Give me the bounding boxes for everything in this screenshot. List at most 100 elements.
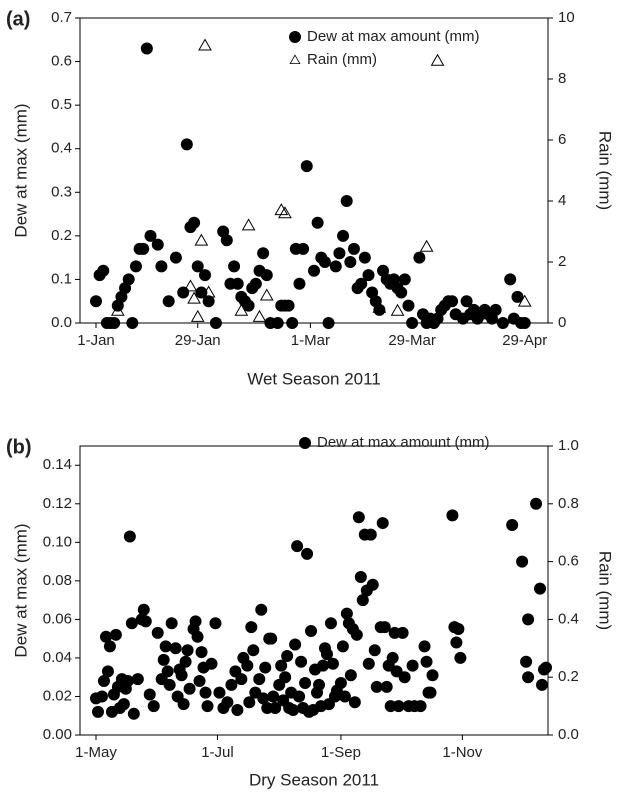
x-tick-label: 29-Mar bbox=[388, 332, 436, 349]
rain-point bbox=[259, 288, 274, 301]
dew-point bbox=[358, 251, 371, 264]
dew-point bbox=[300, 160, 313, 173]
dew-point bbox=[209, 317, 222, 329]
dew-point bbox=[165, 617, 178, 630]
y-tick-label: 0.0 bbox=[51, 314, 72, 331]
dew-point bbox=[282, 299, 295, 312]
legend-label: Rain (mm) bbox=[307, 51, 377, 68]
dew-point bbox=[129, 260, 142, 273]
dew-point bbox=[333, 247, 346, 260]
rain-point bbox=[201, 285, 216, 298]
dew-point bbox=[516, 555, 529, 568]
y-tick-label: 0.5 bbox=[51, 96, 72, 113]
dew-point bbox=[305, 624, 318, 637]
dew-point bbox=[103, 640, 116, 653]
y-tick-label: 0.08 bbox=[43, 572, 72, 589]
rain-point bbox=[274, 203, 289, 216]
rain-point bbox=[419, 239, 434, 252]
dew-point bbox=[337, 229, 350, 242]
dew-point bbox=[175, 669, 188, 682]
dew-point bbox=[452, 623, 465, 636]
dew-point bbox=[489, 303, 502, 316]
y2-tick-label: 0.6 bbox=[558, 553, 579, 570]
dew-point bbox=[259, 661, 272, 674]
y2-tick-label: 6 bbox=[558, 131, 566, 148]
dew-point bbox=[209, 617, 222, 630]
dew-point bbox=[398, 273, 411, 286]
y-axis-title: Dew at max (mm) bbox=[11, 103, 30, 237]
dew-point bbox=[395, 286, 408, 299]
dew-point bbox=[225, 678, 238, 691]
dew-point bbox=[398, 671, 411, 684]
legend-label: Dew at max amount (mm) bbox=[307, 28, 480, 45]
dew-point bbox=[159, 640, 172, 653]
y-tick-label: 0.14 bbox=[43, 456, 72, 473]
dew-point bbox=[291, 540, 304, 553]
dew-point bbox=[162, 295, 175, 308]
y-tick-label: 0.1 bbox=[51, 270, 72, 287]
dew-point bbox=[169, 642, 182, 655]
dew-point bbox=[370, 680, 383, 693]
dew-point bbox=[191, 630, 204, 643]
plot-frame bbox=[79, 445, 549, 736]
dew-point bbox=[155, 260, 168, 273]
dew-point bbox=[193, 675, 206, 688]
dew-point bbox=[418, 640, 431, 653]
dew-point bbox=[324, 617, 337, 630]
dew-point bbox=[496, 317, 509, 329]
y2-tick-label: 0.8 bbox=[558, 495, 579, 512]
rain-point bbox=[517, 294, 532, 307]
dew-point bbox=[520, 655, 533, 668]
dew-point bbox=[137, 242, 150, 255]
y2-tick-label: 0 bbox=[558, 314, 566, 331]
dew-point bbox=[97, 264, 110, 277]
dew-point bbox=[368, 644, 381, 657]
dew-point bbox=[530, 497, 543, 510]
dew-point bbox=[380, 680, 393, 693]
dew-point bbox=[169, 251, 182, 264]
x-tick-label: 29-Apr bbox=[502, 332, 547, 349]
dew-point bbox=[201, 700, 214, 713]
plot-frame bbox=[79, 17, 549, 324]
dew-point bbox=[271, 317, 284, 329]
legend-marker bbox=[299, 437, 311, 449]
dew-point bbox=[275, 659, 288, 672]
dew-point bbox=[450, 636, 463, 649]
dew-point bbox=[293, 690, 306, 703]
dew-point bbox=[297, 242, 310, 255]
dew-point bbox=[242, 299, 255, 312]
dew-point bbox=[157, 653, 170, 666]
dew-point bbox=[348, 696, 361, 709]
y2-tick-label: 0.4 bbox=[558, 610, 579, 627]
dew-point bbox=[245, 621, 258, 634]
dew-point bbox=[91, 705, 104, 718]
dew-point bbox=[326, 657, 339, 670]
dew-point bbox=[289, 638, 302, 651]
dew-point bbox=[177, 698, 190, 711]
dew-point bbox=[426, 669, 439, 682]
y2-tick-label: 0.2 bbox=[558, 668, 579, 685]
rain-point bbox=[241, 218, 256, 231]
y-tick-label: 0.3 bbox=[51, 183, 72, 200]
dew-point bbox=[179, 655, 192, 668]
dew-point bbox=[249, 277, 262, 290]
rain-point bbox=[278, 206, 292, 219]
dew-point bbox=[534, 582, 547, 595]
y-tick-label: 0.10 bbox=[43, 533, 72, 550]
x-tick-label: 29-Jan bbox=[175, 332, 221, 349]
dew-point bbox=[299, 676, 312, 689]
dew-point bbox=[188, 216, 201, 229]
dew-point bbox=[183, 682, 196, 695]
x-axis-title: Dry Season 2011 bbox=[249, 770, 379, 789]
rain-point bbox=[187, 291, 201, 304]
dew-point bbox=[255, 603, 268, 616]
dew-point bbox=[454, 651, 467, 664]
dew-point bbox=[362, 269, 375, 282]
dew-point bbox=[180, 138, 193, 151]
y-axis-title: Dew at max (mm) bbox=[11, 523, 30, 657]
dew-point bbox=[522, 613, 535, 626]
dew-point bbox=[287, 703, 300, 716]
y-tick-label: 0.6 bbox=[51, 53, 72, 70]
y2-tick-label: 1.0 bbox=[558, 437, 579, 454]
dew-point bbox=[213, 686, 226, 699]
